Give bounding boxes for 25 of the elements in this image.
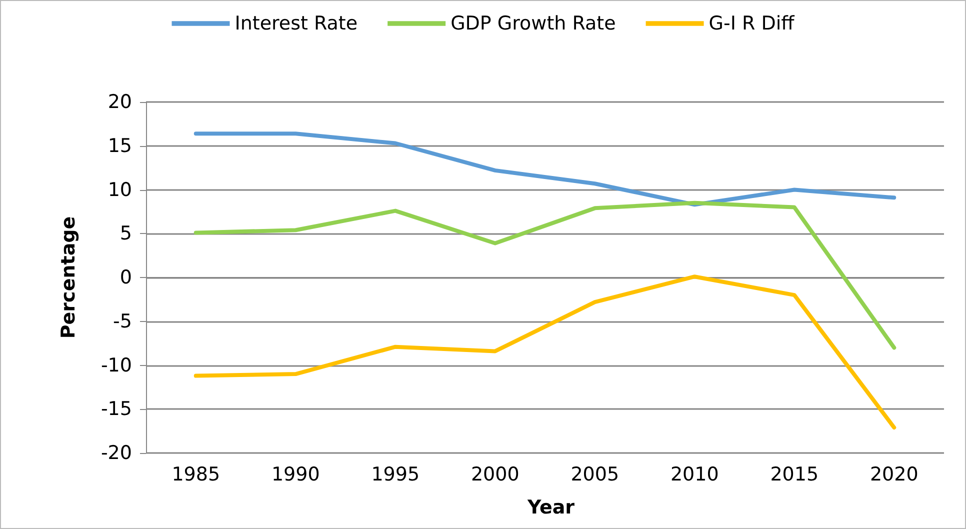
x-axis-title: Year — [526, 496, 576, 518]
x-tick-label: 2000 — [470, 464, 520, 486]
line-series — [194, 274, 896, 430]
line-series — [194, 132, 896, 207]
legend-label: Interest Rate — [234, 12, 358, 34]
y-tick-label: 20 — [108, 91, 132, 113]
y-axis-title: Percentage — [58, 216, 80, 339]
y-tick-label: -10 — [100, 354, 132, 376]
line-series — [194, 200, 896, 350]
y-tick-label: 15 — [108, 134, 132, 157]
y-tick-label: -5 — [113, 310, 132, 332]
legend-label: G-I R Diff — [708, 12, 796, 34]
legend-label: GDP Growth Rate — [450, 12, 616, 34]
x-tick-label: 2015 — [770, 464, 819, 486]
y-tick-label: -15 — [100, 398, 132, 420]
x-tick-label: 2005 — [570, 464, 620, 486]
y-tick-label: 0 — [120, 266, 132, 288]
x-tick-label: 1990 — [271, 464, 320, 486]
y-tick-label: 10 — [108, 178, 132, 201]
y-tick-label: 5 — [120, 222, 132, 245]
x-tick-label: 1995 — [371, 464, 420, 486]
x-tick-label: 2020 — [870, 464, 918, 486]
y-tick-label: -20 — [100, 442, 132, 464]
x-tick-label: 2010 — [670, 464, 719, 486]
x-tick-label: 1985 — [172, 464, 220, 486]
